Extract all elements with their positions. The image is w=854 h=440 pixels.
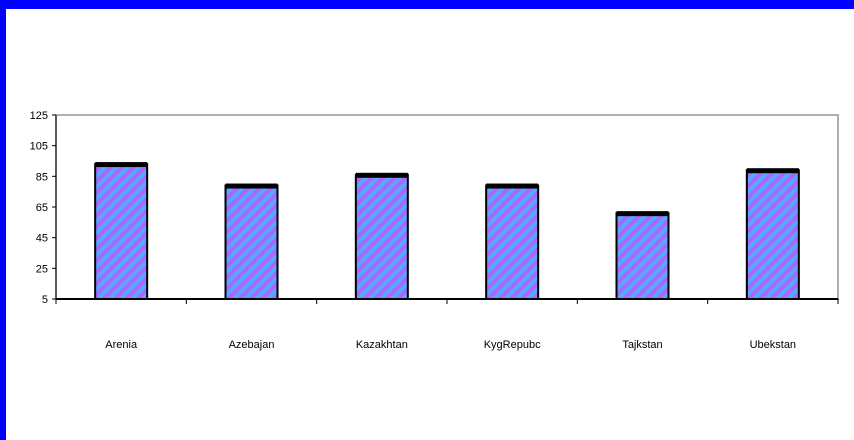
x-category-label: Kazakhtan: [356, 339, 408, 351]
x-category-label: KygRepubc: [484, 339, 541, 351]
y-tick-label: 85: [36, 171, 48, 183]
chart-frame: 5 25 45 65 85 105 125 Arenia Azebajan Kazakhtan K…: [6, 9, 854, 440]
bar-4: [615, 211, 670, 300]
bar-cap: [225, 183, 278, 189]
x-category-label: Tajkstan: [622, 339, 662, 351]
y-tick-label: 25: [36, 263, 48, 275]
bar-2: [354, 172, 409, 300]
x-axis-ticks: [55, 299, 839, 304]
bar-body: [485, 184, 540, 301]
bar-cap: [486, 183, 539, 189]
bar-body: [745, 169, 800, 300]
y-axis-ticks: 5 25 45 65 85 105 125: [30, 110, 56, 306]
bar-cap: [95, 162, 148, 168]
y-tick-label: 45: [36, 233, 48, 245]
bars: [94, 162, 800, 301]
y-tick-label: 5: [42, 294, 48, 306]
y-tick-label: 65: [36, 202, 48, 214]
bar-body: [224, 184, 279, 301]
bar-5: [745, 168, 800, 300]
x-category-label: Arenia: [105, 339, 138, 351]
bar-chart: 5 25 45 65 85 105 125 Arenia Azebajan Kazakhtan K…: [30, 110, 839, 351]
x-category-label: Ubekstan: [750, 339, 796, 351]
x-category-label: Azebajan: [229, 339, 275, 351]
bar-cap: [616, 211, 669, 217]
bar-body: [615, 212, 670, 300]
bar-3: [485, 183, 540, 301]
bar-1: [224, 183, 279, 301]
y-tick-label: 105: [30, 141, 48, 153]
bar-body: [94, 163, 149, 300]
bar-cap: [355, 172, 408, 178]
plot-area: [55, 114, 839, 300]
y-tick-label: 125: [30, 110, 48, 122]
bar-body: [354, 173, 409, 300]
bar-0: [94, 162, 149, 300]
x-axis-labels: Arenia Azebajan Kazakhtan KygRepubc Tajkstan…: [105, 339, 796, 351]
bar-cap: [746, 168, 799, 174]
